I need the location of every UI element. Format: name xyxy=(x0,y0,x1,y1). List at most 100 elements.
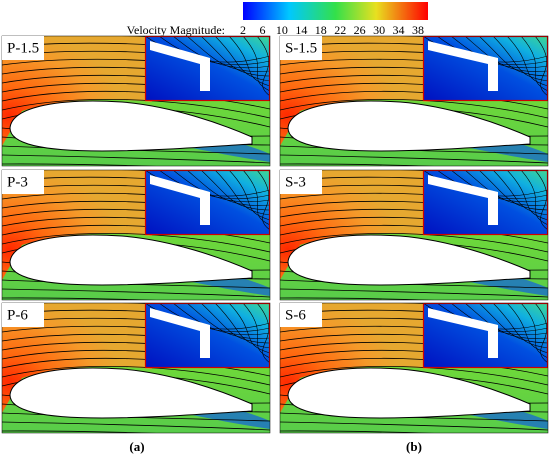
inset-streamline xyxy=(534,303,548,364)
label-box xyxy=(2,170,44,194)
inset-streamline xyxy=(464,303,548,339)
inset-streamline xyxy=(506,170,548,221)
inset-streamline xyxy=(464,170,548,206)
inset-streamline xyxy=(214,303,270,349)
streamline xyxy=(280,297,435,300)
flow-panel: S-6 xyxy=(279,302,549,434)
colorbar-tick-label: 6 xyxy=(259,23,265,37)
inset xyxy=(144,170,270,236)
streamline xyxy=(2,224,270,244)
flap-block xyxy=(150,175,210,225)
panel-label: S-6 xyxy=(285,307,306,323)
high-speed-region xyxy=(280,170,430,280)
inset-streamline xyxy=(256,170,270,231)
inset-streamline xyxy=(228,303,270,354)
airfoil xyxy=(9,367,253,419)
inset-streamline xyxy=(242,303,270,359)
panel-frame xyxy=(279,302,549,434)
inset-streamline xyxy=(506,36,548,87)
panel-frame xyxy=(279,169,549,301)
panel-label: P-6 xyxy=(7,307,28,323)
inset-frame xyxy=(144,170,270,236)
streamline xyxy=(2,232,270,253)
flow-panel: S-3 xyxy=(279,169,549,301)
inset xyxy=(422,36,548,102)
airfoil xyxy=(287,100,531,152)
colorbar-tick-label: 30 xyxy=(373,23,385,37)
high-speed-region xyxy=(2,170,152,280)
inset-streamline xyxy=(228,36,270,87)
streamline xyxy=(2,163,157,166)
inset-streamline xyxy=(520,36,548,92)
inset xyxy=(422,303,548,369)
panel-content xyxy=(2,170,270,300)
airfoil xyxy=(9,100,253,152)
streamline xyxy=(280,163,435,166)
panel-content xyxy=(2,303,270,433)
inset-streamline xyxy=(200,36,270,77)
inset-streamline xyxy=(478,303,548,344)
inset-streamline xyxy=(172,303,270,336)
inset xyxy=(144,36,270,102)
inset xyxy=(422,170,548,236)
panel-content xyxy=(280,303,548,433)
colorbar-tick-label: 22 xyxy=(334,23,346,37)
streamline xyxy=(280,365,548,386)
inset-frame xyxy=(422,303,548,369)
colorbar xyxy=(243,2,428,20)
panel-label: S-3 xyxy=(285,174,306,190)
streamline xyxy=(2,154,270,164)
inset-streamline xyxy=(200,170,270,211)
inset-streamline xyxy=(256,303,270,364)
streamline xyxy=(2,365,270,386)
airfoil xyxy=(287,367,531,419)
inset xyxy=(144,303,270,369)
colorbar-tick-label: 34 xyxy=(393,23,405,37)
streamline xyxy=(280,90,548,110)
colorbar-tick-label: 14 xyxy=(295,23,307,37)
streamline xyxy=(280,357,548,377)
inset-streamline xyxy=(186,170,270,206)
inset-streamline xyxy=(520,170,548,226)
flap-block xyxy=(428,175,498,225)
colorbar-tick-label: 38 xyxy=(412,23,424,37)
inset-streamline xyxy=(200,303,270,344)
high-speed-region xyxy=(2,303,152,413)
streamline xyxy=(280,232,548,253)
inset-streamline xyxy=(520,303,548,359)
streamline xyxy=(2,297,157,300)
panel-content xyxy=(280,36,548,166)
flow-panel: P-3 xyxy=(1,169,271,301)
inset-streamline xyxy=(172,36,270,69)
inset-streamline xyxy=(242,36,270,92)
streamline xyxy=(280,224,548,244)
inset-streamline xyxy=(534,170,548,231)
streamline xyxy=(280,154,548,164)
colorbar-tick-label: 2 xyxy=(240,23,246,37)
streamline xyxy=(2,421,270,431)
label-box xyxy=(280,303,322,327)
inset-streamline xyxy=(186,303,270,339)
inset-streamline xyxy=(492,170,548,216)
panel-frame xyxy=(1,302,271,434)
label-box xyxy=(2,303,44,327)
inset-streamline xyxy=(186,36,270,72)
streamline xyxy=(2,357,270,377)
flow-panel: S-1.5 xyxy=(279,35,549,167)
panel-label: S-1.5 xyxy=(285,40,317,56)
inset-frame xyxy=(422,36,548,102)
label-box xyxy=(280,170,322,194)
flap-block xyxy=(428,41,498,91)
panel-label: P-1.5 xyxy=(7,40,39,56)
label-box xyxy=(2,36,44,60)
panel-label: P-3 xyxy=(7,174,28,190)
high-speed-region xyxy=(280,36,430,146)
inset-frame xyxy=(144,36,270,102)
flap-block xyxy=(428,308,498,358)
streamline xyxy=(280,421,548,431)
panel-frame xyxy=(1,35,271,167)
colorbar-title: Velocity Magnitude: xyxy=(127,23,225,37)
high-speed-region xyxy=(280,303,430,413)
inset-streamline xyxy=(228,170,270,221)
